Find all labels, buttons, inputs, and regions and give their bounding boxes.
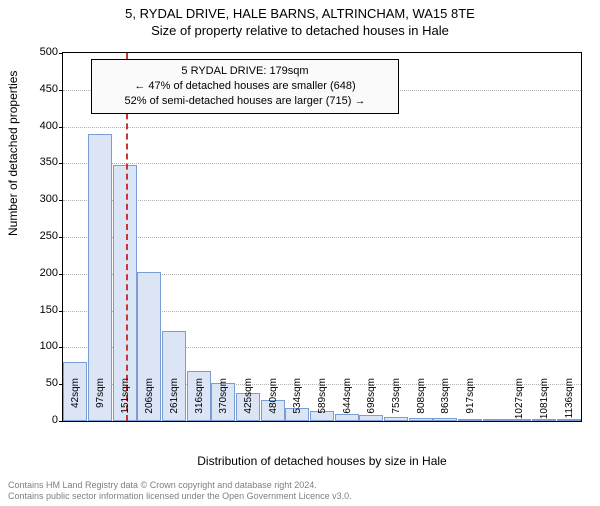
annotation-line: ← 47% of detached houses are smaller (64… [100,79,390,94]
histogram-bar [458,419,482,421]
y-tick-label: 0 [52,414,58,426]
gridline-h [63,127,581,128]
y-tick [59,90,63,91]
x-tick-label: 917sqm [465,378,476,414]
y-tick-label: 100 [40,340,58,352]
x-tick-label: 644sqm [342,378,353,414]
histogram-bar [532,419,556,421]
histogram-bar [409,418,433,421]
x-tick-label: 316sqm [194,378,205,414]
histogram-bar [335,414,359,421]
y-tick [59,237,63,238]
y-tick-label: 250 [40,230,58,242]
y-tick-label: 150 [40,304,58,316]
x-tick-label: 97sqm [95,378,106,408]
histogram-bar [507,419,531,421]
histogram-bar [433,418,457,421]
y-tick [59,421,63,422]
x-tick-label: 1136sqm [564,378,575,418]
y-tick [59,127,63,128]
gridline-h [63,200,581,201]
x-tick-label: 589sqm [317,378,328,414]
x-tick-label: 261sqm [169,378,180,414]
x-tick-label: 698sqm [366,378,377,414]
y-tick [59,347,63,348]
y-tick-label: 200 [40,267,58,279]
footer-line-2: Contains public sector information licen… [8,491,352,502]
x-tick-label: 151sqm [120,378,131,414]
x-tick-label: 42sqm [70,378,81,408]
y-axis-label: Number of detached properties [6,71,20,236]
y-tick-label: 300 [40,193,58,205]
x-tick-label: 1081sqm [539,378,550,419]
y-tick-label: 350 [40,156,58,168]
histogram-bar [483,419,507,421]
plot-area: 5 RYDAL DRIVE: 179sqm← 47% of detached h… [62,52,582,422]
x-tick-label: 808sqm [416,378,427,414]
x-axis-label: Distribution of detached houses by size … [62,454,582,468]
footer-attribution: Contains HM Land Registry data © Crown c… [8,480,352,502]
x-tick-label: 1027sqm [514,378,525,419]
y-tick [59,200,63,201]
histogram-bar [384,417,408,421]
y-tick [59,311,63,312]
chart-title-sub: Size of property relative to detached ho… [0,23,600,38]
x-tick-label: 370sqm [218,378,229,414]
x-tick-label: 425sqm [243,378,254,414]
gridline-h [63,237,581,238]
chart-container: 5, RYDAL DRIVE, HALE BARNS, ALTRINCHAM, … [0,6,600,506]
chart-title-main: 5, RYDAL DRIVE, HALE BARNS, ALTRINCHAM, … [0,6,600,21]
y-tick-label: 450 [40,83,58,95]
x-tick-label: 863sqm [440,378,451,414]
annotation-line: 5 RYDAL DRIVE: 179sqm [100,64,390,79]
x-tick-label: 206sqm [144,378,155,414]
annotation-box: 5 RYDAL DRIVE: 179sqm← 47% of detached h… [91,59,399,114]
histogram-bar [557,419,581,421]
y-tick-label: 50 [46,377,58,389]
histogram-bar [359,415,383,421]
y-tick [59,53,63,54]
y-tick [59,274,63,275]
x-tick-label: 534sqm [292,378,303,414]
annotation-line: 52% of semi-detached houses are larger (… [100,94,390,109]
y-tick-label: 400 [40,120,58,132]
footer-line-1: Contains HM Land Registry data © Crown c… [8,480,352,491]
x-tick-label: 480sqm [268,378,279,414]
gridline-h [63,163,581,164]
x-tick-label: 753sqm [391,378,402,414]
y-tick-label: 500 [40,46,58,58]
y-tick [59,163,63,164]
